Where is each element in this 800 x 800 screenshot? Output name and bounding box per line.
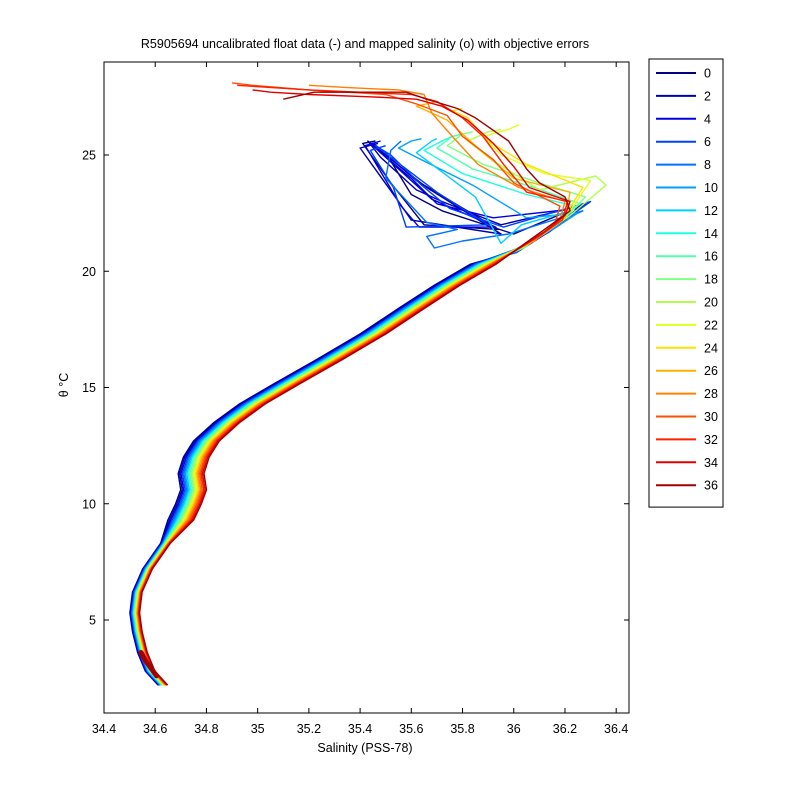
legend-label: 22 <box>704 318 718 332</box>
y-tick-label: 20 <box>82 265 96 279</box>
x-tick-label: 34.6 <box>143 722 167 736</box>
plot-area: 34.4 34.6 34.8 35 35.2 35.4 35.6 35.8 36 36.2 36.4… <box>82 61 630 736</box>
legend-label: 0 <box>704 67 711 81</box>
legend-label: 10 <box>704 181 718 195</box>
y-tick-label: 5 <box>89 614 96 628</box>
x-tick-label: 35 <box>251 722 265 736</box>
x-tick-label: 35.6 <box>399 722 423 736</box>
y-axis-label: θ °C <box>57 373 71 397</box>
x-tick-label: 36 <box>507 722 521 736</box>
x-tick-label: 36.4 <box>604 722 628 736</box>
series-line-36 <box>138 91 571 686</box>
x-axis-label: Salinity (PSS-78) <box>317 741 412 755</box>
x-tick-label: 35.8 <box>450 722 474 736</box>
x-tick-label: 36.2 <box>553 722 577 736</box>
x-tick-label: 35.4 <box>348 722 372 736</box>
y-tick-label: 15 <box>82 381 96 395</box>
legend-label: 32 <box>704 433 718 447</box>
x-tick-label: 34.8 <box>194 722 218 736</box>
legend-label: 28 <box>704 387 718 401</box>
legend-label: 30 <box>704 410 718 424</box>
legend-label: 16 <box>704 250 718 264</box>
x-tick-label: 35.2 <box>297 722 321 736</box>
legend-box <box>648 58 724 508</box>
legend-label: 24 <box>704 341 718 355</box>
mapped-salinity-markers <box>138 650 159 679</box>
legend-label: 8 <box>704 158 711 172</box>
legend-label: 20 <box>704 296 718 310</box>
legend-label: 36 <box>704 479 718 493</box>
y-tick-label: 25 <box>82 149 96 163</box>
axes-frame <box>103 61 630 714</box>
legend-label: 34 <box>704 456 718 470</box>
chart-title: R5905694 uncalibrated float data (-) and… <box>141 37 589 51</box>
legend-label: 2 <box>704 89 711 103</box>
legend-label: 4 <box>704 112 711 126</box>
legend-label: 14 <box>704 227 718 241</box>
y-tick-label: 10 <box>82 497 96 511</box>
legend-label: 6 <box>704 135 711 149</box>
legend-label: 18 <box>704 273 718 287</box>
legend-label: 12 <box>704 204 718 218</box>
legend-label: 26 <box>704 364 718 378</box>
x-tick-label: 34.4 <box>92 722 116 736</box>
